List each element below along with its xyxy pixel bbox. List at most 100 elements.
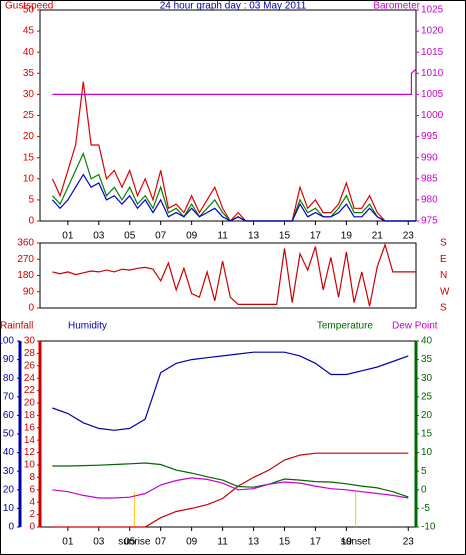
x-tick-label: 09 [186, 537, 198, 548]
y-tick-label: 0 [29, 522, 35, 533]
x-tick-label: 01 [62, 537, 74, 548]
x-tick-label: 21 [372, 231, 384, 242]
y-tick-label: 10 [3, 503, 15, 514]
series-line [52, 462, 409, 498]
y-tick-label: 40 [23, 47, 35, 58]
legend-label: Temperature [317, 321, 374, 332]
y-tick-label: 20 [23, 131, 35, 142]
x-tick-label: 13 [248, 231, 260, 242]
y-tick-label: 2 [29, 509, 35, 520]
x-tick-label: 23 [403, 231, 415, 242]
x-tick-label: 03 [93, 537, 105, 548]
y-tick-label: 90 [3, 354, 15, 365]
y-tick-label: 40 [421, 336, 433, 347]
series-line [52, 68, 417, 95]
y-tick-label: 70 [3, 391, 15, 402]
y-tick-label: 360 [17, 238, 34, 249]
x-tick-label: 11 [217, 537, 228, 548]
series-line [51, 173, 416, 222]
y-tick-label: 40 [3, 447, 15, 458]
y-tick-label: -5 [421, 503, 430, 514]
x-tick-label: 05 [124, 231, 136, 242]
y-tick-label: 24 [24, 373, 36, 384]
x-tick-label: 19 [341, 537, 353, 548]
direction-label: N [440, 270, 447, 281]
y-tick-label: 10 [24, 460, 36, 471]
y-tick-label: 45 [23, 26, 35, 37]
baro-label: Barometer [373, 1, 420, 12]
y-tick-label: 10 [23, 173, 35, 184]
y-tick-label: 0 [28, 303, 34, 314]
sun-label: sunrise [118, 537, 151, 548]
series-line [52, 242, 416, 307]
y-tick-label: 30 [23, 89, 35, 100]
y-tick-label: 25 [23, 110, 35, 121]
y-tick-label: 15 [421, 429, 433, 440]
gust-label: Gustspeed [5, 1, 53, 12]
y-tick-label: 35 [23, 68, 35, 79]
y-tick-label: 990 [421, 152, 438, 163]
y-tick-label: 980 [421, 195, 438, 206]
x-tick-label: 17 [310, 231, 322, 242]
series-line [52, 477, 409, 499]
y-tick-label: -10 [421, 522, 436, 533]
x-tick-label: 07 [155, 537, 167, 548]
y-tick-label: 30 [421, 373, 433, 384]
direction-label: W [440, 286, 450, 297]
y-tick-label: 26 [24, 360, 36, 371]
x-tick-label: 13 [248, 537, 260, 548]
y-tick-label: 20 [421, 410, 433, 421]
x-tick-label: 11 [217, 231, 228, 242]
sun-label: sunset [341, 537, 371, 548]
legend-label: Dew Point [392, 321, 438, 332]
y-tick-label: 8 [29, 472, 35, 483]
y-tick-label: 270 [17, 254, 34, 265]
y-tick-label: 16 [24, 422, 36, 433]
y-tick-label: 6 [29, 484, 35, 495]
y-tick-label: 1025 [421, 5, 444, 16]
y-tick-label: 12 [24, 447, 36, 458]
y-tick-label: 15 [23, 152, 35, 163]
x-tick-label: 07 [155, 231, 167, 242]
x-tick-label: 01 [62, 231, 74, 242]
y-tick-label: 22 [24, 385, 36, 396]
y-tick-label: 80 [3, 373, 15, 384]
legend-label: Rainfall [0, 321, 33, 332]
x-tick-label: 05 [124, 537, 136, 548]
y-tick-label: 20 [3, 484, 15, 495]
y-tick-label: 20 [24, 398, 36, 409]
y-tick-label: 30 [3, 466, 15, 477]
y-tick-label: 0 [8, 522, 14, 533]
y-tick-label: 0 [28, 216, 34, 227]
legend-label: Humidity [68, 321, 107, 332]
direction-label: S [440, 238, 447, 249]
y-tick-label: 180 [17, 270, 34, 281]
x-tick-label: 09 [186, 231, 198, 242]
series-line [51, 81, 416, 222]
y-tick-label: 4 [29, 497, 35, 508]
y-tick-label: 50 [23, 5, 35, 16]
y-tick-label: 985 [421, 173, 438, 184]
y-tick-label: 1000 [421, 110, 444, 121]
y-tick-label: 50 [3, 429, 15, 440]
y-tick-label: 14 [24, 435, 36, 446]
y-tick-label: 5 [421, 466, 427, 477]
x-tick-label: 15 [279, 537, 291, 548]
y-tick-label: 18 [24, 410, 36, 421]
y-tick-label: 28 [24, 348, 36, 359]
y-tick-label: 25 [421, 391, 433, 402]
y-tick-label: 100 [0, 336, 14, 347]
y-tick-label: 975 [421, 216, 438, 227]
y-tick-label: 35 [421, 354, 433, 365]
series-line [52, 351, 409, 431]
series-line [52, 452, 409, 528]
direction-label: E [440, 254, 447, 265]
y-tick-label: 995 [421, 131, 438, 142]
y-tick-label: 90 [23, 286, 35, 297]
y-tick-label: 1005 [421, 89, 444, 100]
direction-label: S [440, 303, 447, 314]
y-tick-label: 60 [3, 410, 15, 421]
